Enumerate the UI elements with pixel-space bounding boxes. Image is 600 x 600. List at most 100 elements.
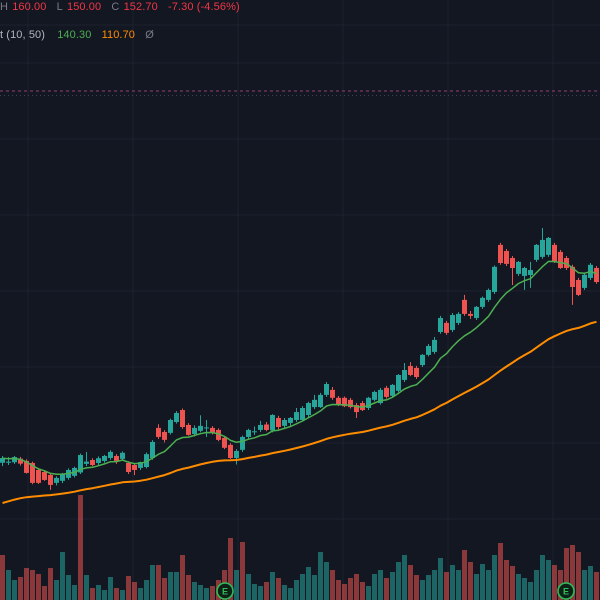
volume-bar — [270, 572, 275, 600]
volume-bar — [60, 552, 65, 600]
volume-bar — [588, 566, 593, 600]
candle-body — [144, 454, 149, 468]
candle-body — [240, 436, 245, 450]
volume-bar — [204, 588, 209, 600]
candle-body — [570, 266, 575, 287]
candle-body — [462, 299, 467, 314]
volume-bar — [186, 575, 191, 600]
candle-body — [90, 460, 95, 465]
volume-bar — [366, 586, 371, 600]
volume-bar — [540, 555, 545, 600]
candle-body — [354, 405, 359, 413]
ma-indicator-name[interactable]: t (10, 50) — [0, 29, 46, 41]
ma-slow-value: 110.70 — [101, 29, 136, 41]
candle-body — [312, 399, 317, 408]
volume-bar — [564, 548, 569, 600]
candle-body — [444, 322, 449, 333]
volume-bar — [66, 575, 71, 600]
ma-indicator-legend-row[interactable]: t (10, 50) 140.30 110.70 Ø — [0, 29, 161, 41]
volume-bar — [246, 574, 251, 600]
volume-bar — [444, 572, 449, 600]
volume-bar — [456, 570, 461, 600]
candle-body — [234, 450, 239, 458]
earnings-badge[interactable]: E — [557, 582, 575, 600]
volume-bar — [324, 562, 329, 600]
candle-body — [516, 261, 521, 274]
candle-body — [582, 274, 587, 288]
candle-body — [408, 365, 413, 375]
volume-bar — [306, 567, 311, 600]
candle-body — [54, 477, 59, 483]
volume-bar — [168, 572, 173, 600]
candle-body — [204, 427, 209, 429]
volume-bar — [450, 565, 455, 600]
candle-body — [468, 313, 473, 316]
volume-bar — [12, 580, 17, 600]
ohlc-high-label: H — [0, 1, 9, 13]
earnings-badge[interactable]: E — [216, 582, 234, 600]
volume-bar — [384, 578, 389, 600]
volume-bar — [252, 584, 257, 600]
candle-body — [534, 244, 539, 260]
candle-body — [324, 384, 329, 395]
candle-body — [174, 412, 179, 423]
candle-body — [216, 429, 221, 440]
ohlc-change-value: -7.30 (-4.56%) — [168, 1, 240, 13]
volume-bar — [96, 585, 101, 600]
volume-bar — [72, 585, 77, 600]
volume-bar — [354, 574, 359, 600]
volume-bar — [156, 565, 161, 600]
candle-body — [480, 297, 485, 307]
candle-body — [486, 289, 491, 300]
volume-bar — [48, 568, 53, 600]
volume-bar — [192, 582, 197, 600]
volume-bar — [126, 576, 131, 600]
volume-bar — [378, 570, 383, 600]
volume-bar — [150, 565, 155, 600]
candle-body — [168, 419, 173, 433]
volume-bar — [36, 574, 41, 600]
candle-body — [60, 474, 65, 481]
volume-bar — [90, 588, 95, 600]
volume-bar — [132, 582, 137, 600]
candle-body — [210, 427, 215, 433]
volume-bar — [360, 582, 365, 600]
indicator-options-icon[interactable]: Ø — [145, 29, 154, 41]
candle-body — [288, 417, 293, 423]
earnings-badge-circle[interactable] — [557, 582, 575, 600]
volume-bar — [576, 552, 581, 600]
earnings-badge-circle[interactable] — [216, 582, 234, 600]
volume-bar — [54, 580, 59, 600]
volume-bar — [582, 570, 587, 600]
volume-bar — [498, 543, 503, 600]
candle-body — [492, 266, 497, 292]
volume-bar — [534, 570, 539, 600]
volume-bar — [6, 570, 11, 600]
ohlc-legend-row[interactable]: H 160.00 L 150.00 C 152.70 -7.30 (-4.56%… — [0, 1, 247, 13]
volume-bar — [102, 590, 107, 600]
candle-body — [282, 419, 287, 426]
candle-body — [522, 267, 527, 276]
volume-bar — [84, 575, 89, 600]
ohlc-close-value: 152.70 — [123, 1, 158, 13]
candle-body — [132, 464, 137, 470]
volume-bar — [486, 570, 491, 600]
volume-bar — [210, 586, 215, 600]
candle-body — [450, 315, 455, 330]
candle-body — [402, 369, 407, 380]
candle-body — [48, 474, 53, 485]
volume-bar — [312, 575, 317, 600]
volume-bar — [390, 572, 395, 600]
volume-bar — [240, 542, 245, 600]
candle-body — [276, 417, 281, 427]
ma-fast-line — [2, 260, 597, 475]
candle-body — [558, 251, 563, 268]
volume-bar — [198, 585, 203, 600]
volume-bar — [108, 577, 113, 600]
candle-body — [300, 407, 305, 420]
volume-bar — [288, 588, 293, 600]
candle-body — [30, 462, 35, 483]
